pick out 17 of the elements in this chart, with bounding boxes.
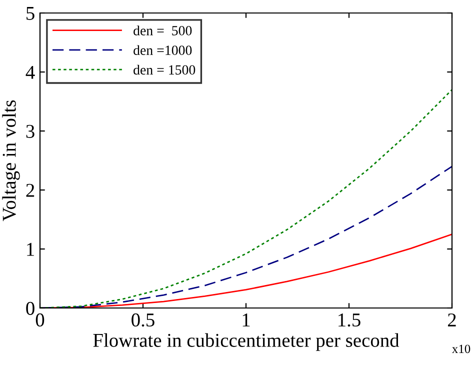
x-tick-label: 1: [242, 314, 250, 326]
x-tick-label: 0: [36, 313, 44, 327]
y-tick-label: 3: [26, 124, 34, 138]
legend-label: den = 500: [134, 26, 192, 36]
y-axis-title: Voltage in volts: [2, 100, 20, 222]
legend-label: den = 1500: [134, 64, 196, 75]
text: x10: [452, 344, 470, 354]
x-tick-label: 1.5: [338, 314, 360, 327]
legend-label: den =1000: [134, 45, 192, 55]
x-tick-label: 2: [448, 313, 456, 326]
y-tick-label: 0: [26, 302, 34, 315]
y-tick-label: 1: [27, 242, 34, 256]
y-tick-label: 5: [26, 7, 34, 20]
y-tick-label: 2: [26, 184, 34, 197]
y-tick-label: 4: [26, 66, 35, 79]
x-axis-title: Flowrate in cubiccentimeter per second: [93, 333, 400, 351]
x-tick-label: 0.5: [132, 313, 154, 327]
